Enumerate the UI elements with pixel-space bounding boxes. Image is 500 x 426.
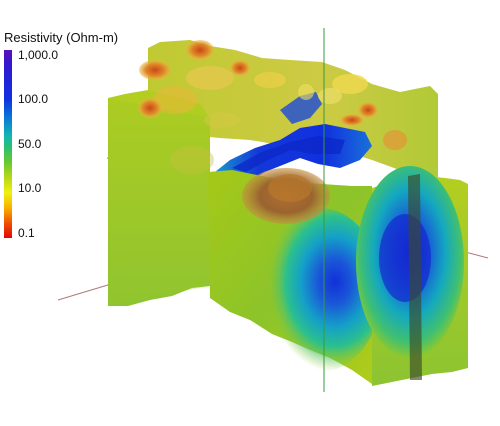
color-scale-bar bbox=[4, 50, 12, 238]
legend-title: Resistivity (Ohm-m) bbox=[4, 30, 119, 45]
legend-tick-1000: 1,000.0 bbox=[18, 48, 59, 62]
left-section-panel bbox=[108, 90, 210, 306]
near-surface-anomalies bbox=[138, 40, 407, 174]
borehole-slab bbox=[408, 174, 422, 380]
legend-tick-10: 10.0 bbox=[18, 181, 42, 195]
legend-tick-01: 0.1 bbox=[18, 226, 35, 240]
legend-tick-100: 100.0 bbox=[18, 92, 49, 106]
color-legend: Resistivity (Ohm-m) 1,000.0 100.0 50.0 1… bbox=[0, 0, 120, 260]
deep-conductor-front bbox=[258, 208, 382, 372]
legend-tick-50: 50.0 bbox=[18, 137, 42, 151]
